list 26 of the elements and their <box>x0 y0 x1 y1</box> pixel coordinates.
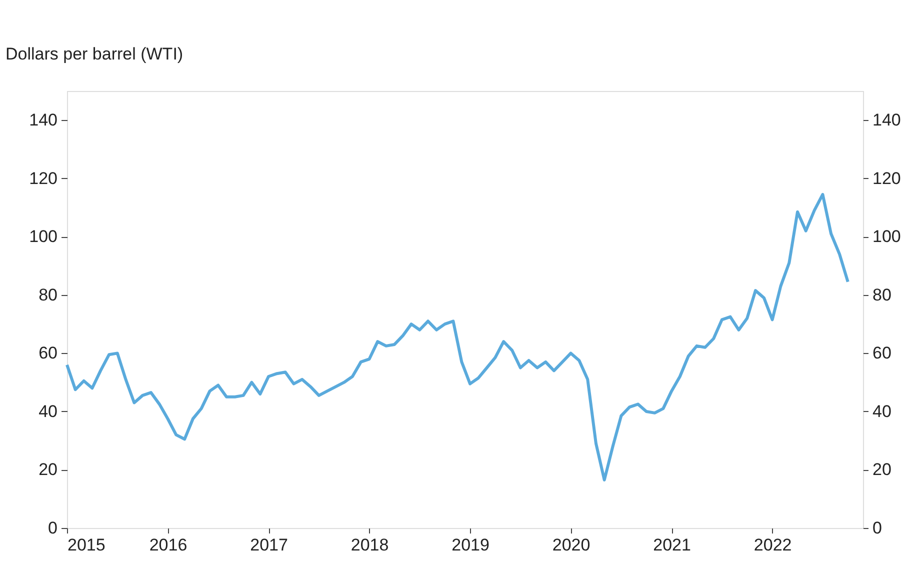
x-tick-label: 2015 <box>68 536 106 554</box>
line-series <box>66 192 850 482</box>
x-tick-label: 2021 <box>653 536 691 554</box>
y-tick-label: 100 <box>29 227 58 246</box>
y-tick-label: 40 <box>38 402 58 421</box>
y-tick-label: 140 <box>29 110 58 130</box>
y-tick-label: 120 <box>29 168 58 188</box>
y2-tick-label: 40 <box>872 402 892 421</box>
y-tick-label: 0 <box>48 518 58 538</box>
y2-tick-label: 100 <box>872 227 901 246</box>
x-tick-label: 2018 <box>350 536 389 554</box>
x-tick-label: 2022 <box>754 536 792 554</box>
x-tick-label: 2020 <box>552 536 590 554</box>
x-tick-label: 2016 <box>149 536 188 554</box>
y-tick-label: 20 <box>38 460 58 480</box>
y-tick-label: 60 <box>38 344 58 363</box>
y2-tick-label: 80 <box>872 285 892 304</box>
y2-tick-label: 120 <box>872 168 901 188</box>
y-tick-label: 80 <box>38 285 58 304</box>
y2-tick-label: 60 <box>872 344 892 363</box>
x-tick-label: 2017 <box>250 536 288 554</box>
y2-tick-label: 140 <box>872 110 901 130</box>
y-axis-title: Dollars per barrel (WTI) <box>6 44 184 64</box>
x-tick-label: 2019 <box>452 536 490 554</box>
y2-tick-label: 20 <box>872 460 892 480</box>
y2-tick-label: 0 <box>872 518 882 538</box>
